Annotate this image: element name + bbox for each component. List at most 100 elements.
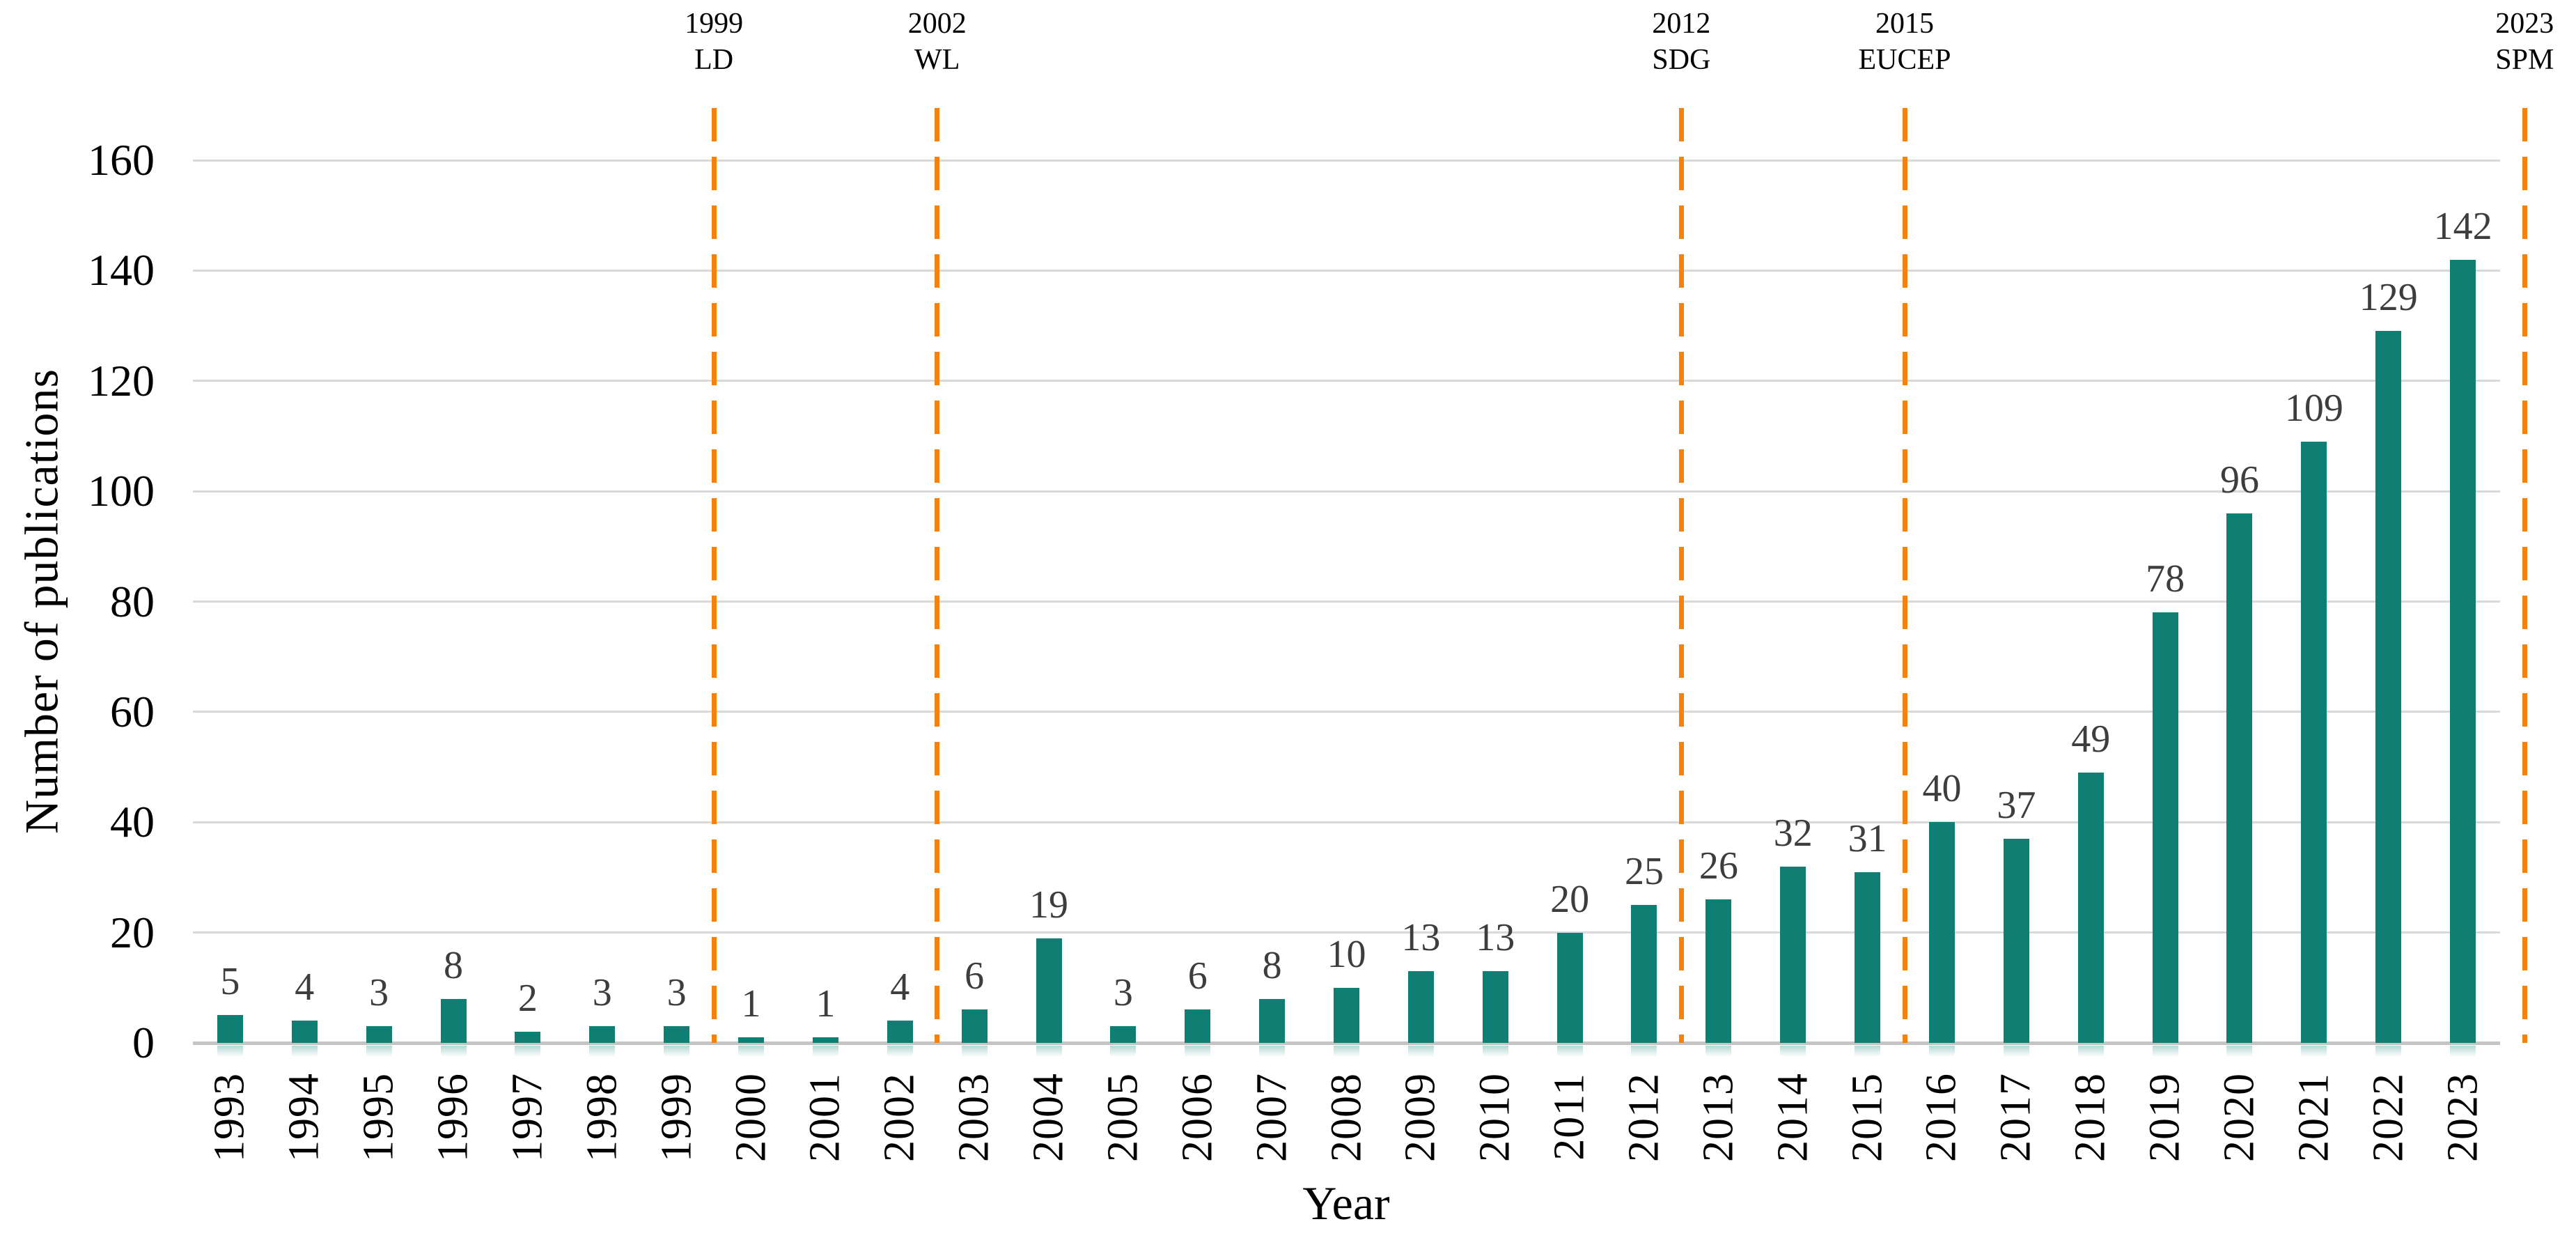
bar-value-label-2017: 37 — [1997, 784, 2036, 827]
bar-reflection-2009 — [1407, 1046, 1434, 1057]
event-abbreviation-2023: SPM — [2495, 44, 2554, 76]
bar-reflection-2013 — [1705, 1046, 1732, 1057]
event-label-1999: 1999 LD — [685, 6, 743, 78]
event-line-2002 — [935, 108, 940, 1043]
bar-reflection-2011 — [1556, 1046, 1583, 1057]
x-tick-label-2009: 2009 — [1396, 1073, 1444, 1162]
bar-2007 — [1259, 998, 1286, 1043]
bar-2020 — [2226, 513, 2253, 1043]
x-tick-label-1997: 1997 — [504, 1073, 552, 1162]
bar-value-label-2010: 13 — [1476, 916, 1515, 960]
x-tick-label-2016: 2016 — [1917, 1073, 1965, 1162]
x-tick-label-1999: 1999 — [653, 1073, 701, 1162]
y-tick-label-80: 80 — [110, 576, 155, 626]
event-year-2012: 2012 — [1652, 8, 1711, 40]
bar-value-label-2014: 32 — [1773, 811, 1813, 855]
bar-value-label-2015: 31 — [1848, 816, 1887, 860]
bar-2016 — [1928, 822, 1955, 1043]
bar-reflection-2005 — [1110, 1046, 1137, 1057]
bar-2014 — [1780, 866, 1806, 1043]
x-tick-label-1996: 1996 — [429, 1073, 477, 1162]
bar-value-label-2011: 20 — [1550, 877, 1590, 921]
x-tick-label-2001: 2001 — [801, 1073, 849, 1162]
event-year-2023: 2023 — [2495, 8, 2554, 40]
x-tick-label-2022: 2022 — [2364, 1073, 2412, 1162]
bar-value-label-2002: 4 — [890, 966, 910, 1009]
bar-2004 — [1036, 938, 1062, 1043]
bar-value-label-2007: 8 — [1262, 943, 1282, 987]
gridline-140 — [193, 269, 2500, 272]
bar-reflection-2002 — [887, 1046, 913, 1057]
bar-2021 — [2301, 441, 2327, 1043]
x-axis-title: Year — [1302, 1177, 1390, 1230]
bar-2006 — [1185, 1009, 1211, 1043]
bar-value-label-1998: 3 — [592, 971, 612, 1015]
bar-reflection-2022 — [2375, 1046, 2402, 1057]
x-tick-label-2015: 2015 — [1843, 1073, 1891, 1162]
gridline-120 — [193, 380, 2500, 382]
x-tick-label-2011: 2011 — [1545, 1073, 1593, 1161]
bar-2015 — [1855, 872, 1881, 1043]
bar-2000 — [738, 1037, 765, 1043]
bar-1997 — [515, 1032, 541, 1043]
x-tick-label-2018: 2018 — [2066, 1073, 2114, 1162]
bar-2023 — [2450, 259, 2476, 1043]
bar-value-label-2021: 109 — [2284, 386, 2343, 430]
bar-2001 — [812, 1037, 838, 1043]
bar-2019 — [2152, 612, 2178, 1043]
bar-2002 — [887, 1021, 913, 1043]
event-abbreviation-2002: WL — [914, 44, 960, 76]
bar-value-label-1995: 3 — [369, 971, 389, 1015]
bar-1996 — [440, 998, 467, 1043]
x-tick-label-2017: 2017 — [1992, 1073, 2040, 1162]
bar-2022 — [2375, 331, 2402, 1043]
bar-value-label-2003: 6 — [965, 954, 985, 998]
bar-value-label-1994: 4 — [295, 966, 315, 1009]
bar-2003 — [961, 1009, 988, 1043]
x-tick-label-2010: 2010 — [1471, 1073, 1519, 1162]
y-tick-label-20: 20 — [110, 907, 155, 957]
bar-value-label-2005: 3 — [1113, 971, 1133, 1015]
bar-value-label-2019: 78 — [2146, 557, 2185, 601]
event-line-2015 — [1902, 108, 1907, 1043]
bar-2018 — [2077, 772, 2104, 1043]
y-tick-label-100: 100 — [88, 466, 155, 516]
bar-reflection-1994 — [291, 1046, 318, 1057]
gridline-20 — [193, 931, 2500, 934]
event-abbreviation-2012: SDG — [1652, 44, 1711, 76]
event-line-2012 — [1678, 108, 1684, 1043]
bar-reflection-1997 — [515, 1046, 541, 1057]
x-tick-label-1993: 1993 — [205, 1073, 253, 1162]
x-tick-label-1995: 1995 — [354, 1073, 403, 1162]
bar-value-label-1997: 2 — [517, 977, 538, 1021]
bar-reflection-2001 — [812, 1046, 838, 1057]
x-tick-label-1994: 1994 — [280, 1073, 328, 1162]
gridline-160 — [193, 159, 2500, 162]
bar-value-label-2012: 25 — [1624, 850, 1664, 894]
gridline-40 — [193, 821, 2500, 823]
bar-reflection-1993 — [217, 1046, 243, 1057]
x-tick-label-2014: 2014 — [1769, 1073, 1817, 1162]
x-tick-label-2000: 2000 — [727, 1073, 775, 1162]
event-abbreviation-2015: EUCEP — [1858, 44, 1951, 76]
bar-reflection-2007 — [1259, 1046, 1286, 1057]
x-axis-line — [193, 1041, 2500, 1045]
bar-value-label-2001: 1 — [815, 982, 836, 1026]
bar-reflection-2003 — [961, 1046, 988, 1057]
y-tick-label-0: 0 — [132, 1018, 155, 1067]
bar-reflection-2017 — [2003, 1046, 2029, 1057]
x-tick-label-2013: 2013 — [1694, 1073, 1742, 1162]
bar-value-label-2022: 129 — [2359, 276, 2418, 320]
x-tick-label-2021: 2021 — [2290, 1073, 2338, 1162]
x-tick-label-2023: 2023 — [2439, 1073, 2487, 1162]
y-tick-label-60: 60 — [110, 686, 155, 736]
bar-value-label-2000: 1 — [741, 982, 761, 1026]
bar-value-label-2006: 6 — [1187, 954, 1208, 998]
bar-reflection-1996 — [440, 1046, 467, 1057]
bar-reflection-2004 — [1036, 1046, 1062, 1057]
x-tick-label-2006: 2006 — [1173, 1073, 1221, 1162]
event-label-2015: 2015 EUCEP — [1859, 6, 1951, 78]
y-tick-label-120: 120 — [88, 355, 155, 405]
event-year-2015: 2015 — [1875, 8, 1935, 40]
